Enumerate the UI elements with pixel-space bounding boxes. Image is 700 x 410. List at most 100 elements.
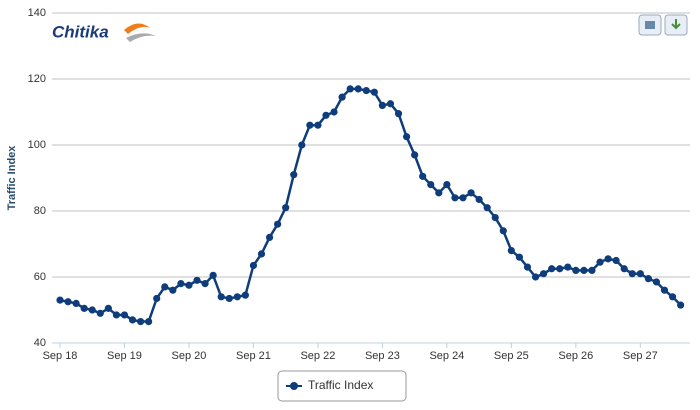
marker	[177, 280, 185, 288]
marker	[411, 151, 419, 159]
marker	[588, 266, 596, 274]
marker	[491, 214, 499, 222]
y-tick-label: 60	[34, 271, 46, 283]
marker	[572, 266, 580, 274]
marker	[370, 88, 378, 96]
marker	[185, 281, 193, 289]
marker	[620, 265, 628, 273]
y-tick-label: 100	[28, 139, 46, 151]
x-tick-label: Sep 27	[623, 350, 658, 362]
marker	[225, 294, 233, 303]
marker	[137, 317, 145, 326]
marker	[354, 85, 362, 93]
marker	[540, 270, 548, 278]
marker	[362, 86, 370, 95]
marker	[282, 204, 290, 212]
x-tick-label: Sep 22	[300, 350, 335, 362]
x-tick-label: Sep 18	[43, 350, 78, 362]
marker	[677, 301, 685, 309]
marker	[515, 253, 524, 261]
x-tick-label: Sep 19	[107, 350, 142, 362]
marker	[378, 101, 386, 109]
marker	[96, 309, 104, 317]
marker	[475, 195, 483, 204]
marker	[161, 283, 169, 291]
marker	[386, 100, 395, 108]
marker	[64, 298, 72, 306]
marker	[652, 278, 661, 286]
marker	[153, 294, 161, 303]
marker	[72, 299, 80, 307]
x-tick-label: Sep 21	[236, 350, 271, 362]
marker	[548, 265, 556, 273]
marker	[564, 263, 572, 271]
marker	[217, 293, 225, 301]
marker	[306, 121, 314, 129]
legend-marker	[290, 382, 298, 390]
marker	[88, 306, 96, 314]
marker	[644, 275, 652, 283]
logo-swoosh	[124, 23, 150, 34]
marker	[668, 293, 677, 301]
marker	[257, 250, 266, 258]
legend-label: Traffic Index	[308, 378, 373, 392]
marker	[56, 296, 64, 304]
print-button[interactable]	[638, 14, 662, 36]
y-tick-label: 80	[34, 205, 46, 217]
marker	[274, 220, 282, 228]
marker	[80, 304, 88, 312]
marker	[346, 85, 354, 93]
marker	[112, 311, 121, 319]
marker	[604, 255, 612, 263]
marker	[523, 263, 532, 271]
x-tick-label: Sep 20	[172, 350, 207, 362]
marker	[169, 286, 177, 294]
marker	[241, 291, 249, 299]
y-tick-label: 40	[34, 337, 46, 349]
marker	[249, 261, 258, 270]
marker	[145, 317, 153, 326]
export-button[interactable]	[664, 14, 688, 36]
marker	[596, 258, 604, 266]
marker	[556, 265, 564, 273]
marker	[322, 111, 330, 119]
legend[interactable]: Traffic Index	[277, 370, 407, 402]
marker	[298, 141, 306, 149]
marker	[467, 189, 475, 197]
marker	[201, 280, 209, 288]
marker	[507, 247, 515, 255]
marker	[104, 304, 112, 312]
marker	[459, 194, 467, 202]
marker	[580, 266, 588, 274]
marker	[314, 121, 322, 129]
y-axis-title: Traffic Index	[6, 145, 18, 211]
marker	[419, 172, 427, 180]
marker	[330, 108, 338, 116]
marker	[628, 270, 636, 278]
y-tick-label: 120	[28, 73, 46, 85]
marker	[233, 293, 241, 301]
marker	[120, 311, 129, 319]
marker	[128, 316, 137, 324]
marker	[531, 273, 540, 281]
marker	[290, 171, 298, 179]
marker	[394, 110, 403, 118]
marker	[443, 181, 451, 189]
marker	[209, 271, 217, 279]
x-tick-label: Sep 26	[558, 350, 593, 362]
marker	[338, 93, 346, 101]
marker	[636, 270, 644, 278]
marker	[451, 194, 459, 202]
marker	[499, 227, 507, 235]
marker	[427, 181, 435, 189]
marker	[483, 204, 491, 212]
marker	[193, 276, 201, 284]
x-tick-label: Sep 24	[429, 350, 464, 362]
y-tick-label: 140	[28, 7, 46, 19]
marker	[265, 233, 274, 241]
legend-box	[277, 370, 407, 402]
marker	[660, 286, 669, 294]
x-tick-label: Sep 25	[494, 350, 529, 362]
